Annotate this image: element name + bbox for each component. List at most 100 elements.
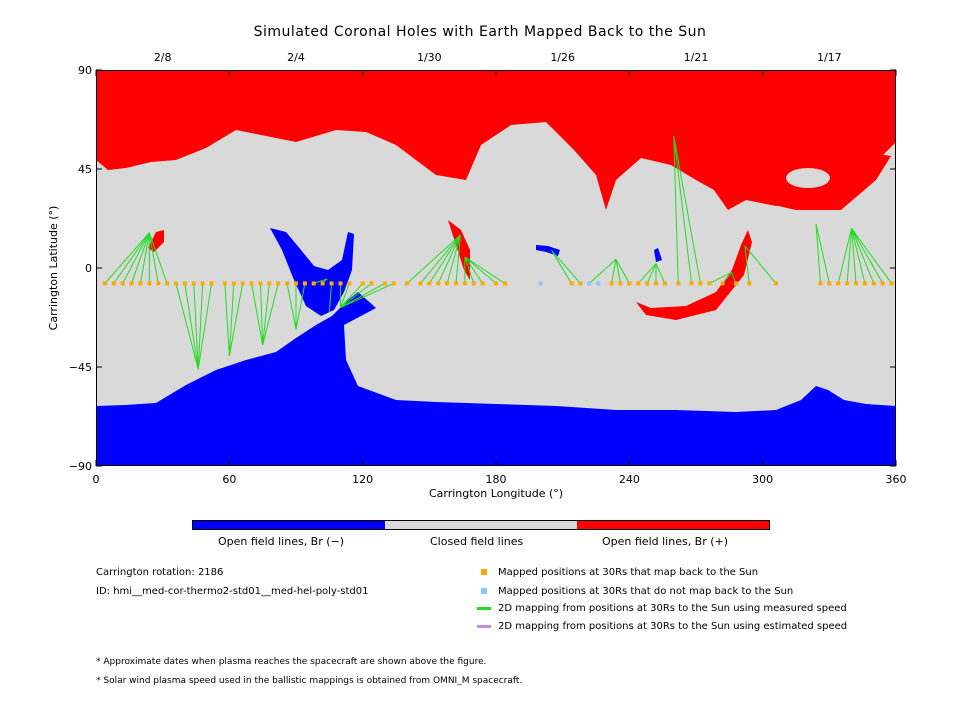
mapped-point bbox=[329, 281, 334, 286]
mapping-line bbox=[611, 259, 617, 284]
mapping-line bbox=[197, 283, 213, 370]
unmapped-point bbox=[596, 281, 601, 286]
mapped-point bbox=[845, 281, 850, 286]
mapped-point bbox=[111, 281, 116, 286]
mapping-line bbox=[295, 283, 306, 330]
mapping-line bbox=[851, 228, 892, 284]
mapping-line bbox=[262, 283, 279, 346]
mapping-line bbox=[339, 283, 350, 308]
mapping-line bbox=[251, 283, 264, 346]
mapped-point bbox=[267, 281, 272, 286]
colorbar-pos-label: Open field lines, Br (+) bbox=[602, 535, 729, 548]
legend-mapped-marker bbox=[481, 569, 487, 575]
mapped-point bbox=[747, 281, 752, 286]
mapped-point bbox=[191, 281, 196, 286]
positive-hole-lon285 bbox=[636, 230, 752, 320]
mapping-line bbox=[851, 228, 866, 284]
y-tick-label: 45 bbox=[78, 163, 92, 176]
mapped-point bbox=[360, 281, 365, 286]
mapped-point bbox=[569, 281, 574, 286]
date-tick-label: 1/17 bbox=[817, 51, 842, 64]
mapped-point bbox=[462, 281, 467, 286]
mapped-point bbox=[698, 281, 703, 286]
mapped-point bbox=[209, 281, 214, 286]
mapped-point bbox=[880, 281, 885, 286]
mapped-point bbox=[418, 281, 423, 286]
unmapped-point bbox=[587, 281, 592, 286]
mapping-line bbox=[615, 259, 621, 284]
mapped-point bbox=[222, 281, 227, 286]
mapped-point bbox=[138, 281, 143, 286]
mapping-line bbox=[744, 245, 777, 284]
mapped-point bbox=[578, 281, 583, 286]
mapped-point bbox=[240, 281, 245, 286]
mapped-point bbox=[645, 281, 650, 286]
mapped-point bbox=[294, 281, 298, 286]
mapped-point bbox=[707, 281, 712, 286]
mapped-point bbox=[156, 281, 161, 286]
mapping-line bbox=[851, 228, 857, 284]
mapping-line bbox=[262, 283, 270, 346]
mapped-point bbox=[609, 281, 614, 286]
mapping-line bbox=[286, 283, 297, 330]
mapping-line bbox=[328, 283, 333, 313]
colorbar-positive bbox=[577, 521, 769, 529]
mapping-line bbox=[313, 278, 328, 284]
mapped-point bbox=[627, 281, 632, 286]
y-tick-label: −90 bbox=[69, 460, 92, 473]
mapped-point bbox=[258, 281, 263, 286]
negative-hole-lon253 bbox=[654, 248, 662, 262]
x-tick-label: 0 bbox=[93, 473, 100, 486]
mapping-line bbox=[744, 245, 750, 284]
mapped-point bbox=[405, 281, 410, 286]
y-tick-label: −45 bbox=[69, 361, 92, 374]
mapped-point bbox=[502, 281, 507, 286]
mapping-line bbox=[846, 228, 853, 284]
mapped-point bbox=[338, 281, 343, 286]
colorbar-closed-label: Closed field lines bbox=[430, 535, 524, 548]
mapped-point bbox=[494, 281, 498, 286]
mapping-line bbox=[184, 283, 199, 370]
mapped-point bbox=[102, 281, 107, 286]
mapped-point bbox=[471, 281, 476, 286]
mapping-line bbox=[340, 282, 386, 309]
legend-unmapped-marker bbox=[481, 588, 487, 594]
mapped-point bbox=[836, 281, 841, 286]
mapping-line bbox=[464, 256, 506, 284]
mapped-point bbox=[347, 281, 352, 286]
mapped-point bbox=[618, 281, 623, 286]
south-negative-coronal-hole bbox=[96, 292, 896, 466]
mapped-point bbox=[369, 281, 374, 286]
x-tick-label: 360 bbox=[886, 473, 907, 486]
closed-island bbox=[786, 168, 830, 188]
mapping-line bbox=[815, 223, 830, 284]
mapped-point bbox=[165, 281, 170, 286]
mapped-point bbox=[276, 281, 281, 286]
mapped-point bbox=[654, 281, 658, 286]
date-tick-label: 1/26 bbox=[550, 51, 575, 64]
mapping-line bbox=[551, 250, 581, 284]
legend-measured-line bbox=[477, 607, 491, 610]
mapping-line bbox=[193, 283, 199, 370]
date-tick-label: 2/8 bbox=[154, 51, 172, 64]
coronal-hole-map bbox=[96, 70, 896, 466]
mapping-line bbox=[139, 232, 150, 284]
mapped-point bbox=[662, 281, 667, 286]
mapping-line bbox=[837, 228, 853, 284]
x-axis-label: Carrington Longitude (°) bbox=[429, 487, 563, 500]
mapped-point bbox=[200, 281, 205, 286]
mapping-line bbox=[340, 283, 364, 308]
mapped-point bbox=[302, 281, 307, 286]
mapped-point bbox=[391, 281, 396, 286]
mapped-point bbox=[285, 281, 290, 286]
mapping-line bbox=[446, 234, 461, 284]
mapped-point bbox=[454, 281, 458, 286]
mapping-line bbox=[122, 232, 150, 284]
mapped-point bbox=[827, 281, 832, 286]
mapped-point bbox=[231, 281, 236, 286]
mapped-point bbox=[889, 281, 894, 286]
mapped-point bbox=[862, 281, 867, 286]
note-omni: * Solar wind plasma speed used in the ba… bbox=[96, 676, 523, 686]
mapping-line bbox=[673, 135, 701, 284]
